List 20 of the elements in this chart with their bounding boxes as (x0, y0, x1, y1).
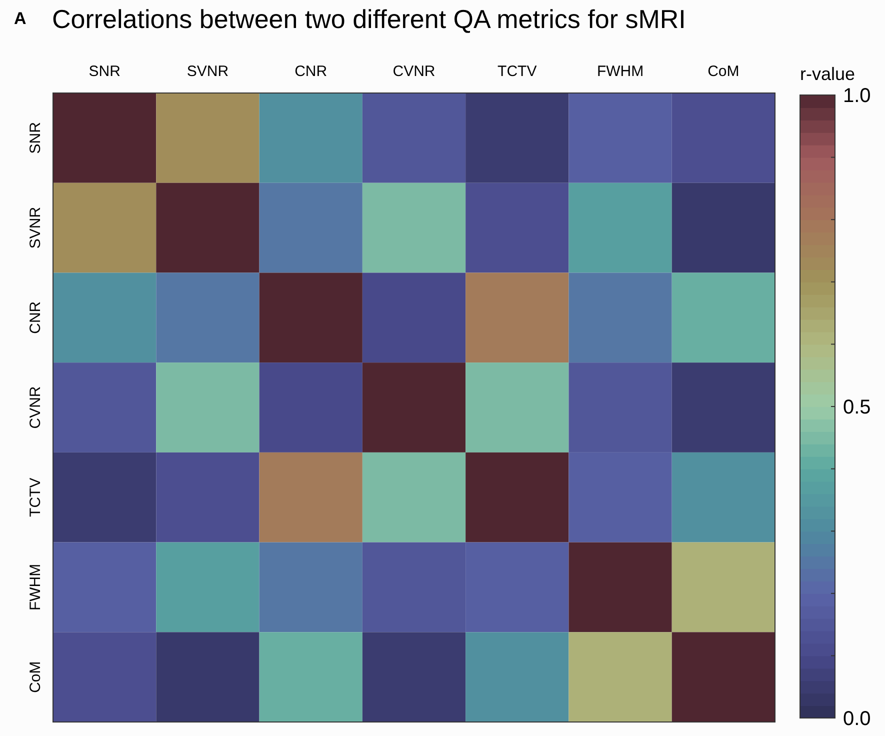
y-tick-label: CNR (27, 301, 44, 334)
x-tick-label: TCTV (498, 63, 537, 80)
y-tick-label: SNR (27, 122, 44, 154)
y-tick-label: TCTV (27, 478, 44, 517)
x-tick-label: SVNR (186, 63, 229, 80)
color-bar-label: 0.0 (843, 708, 871, 730)
y-tick-label: SVNR (27, 206, 44, 249)
color-bar-label: 0.5 (843, 396, 871, 418)
color-bar-label: 1.0 (843, 85, 871, 107)
x-tick-label: FWHM (596, 63, 644, 80)
color-bar-title: r-value (800, 64, 856, 84)
y-tick-label: CVNR (27, 386, 44, 429)
chart-title: Correlations between two different QA metrics for sMRI (52, 4, 686, 34)
y-tick-label: CoM (27, 661, 44, 693)
x-tick-label: SNR (88, 63, 121, 80)
x-tick-label: CNR (294, 63, 328, 80)
x-tick-label: CVNR (392, 63, 436, 80)
text: A (14, 9, 26, 28)
y-tick-label: FWHM (27, 564, 44, 611)
x-tick-label: CoM (708, 63, 740, 80)
